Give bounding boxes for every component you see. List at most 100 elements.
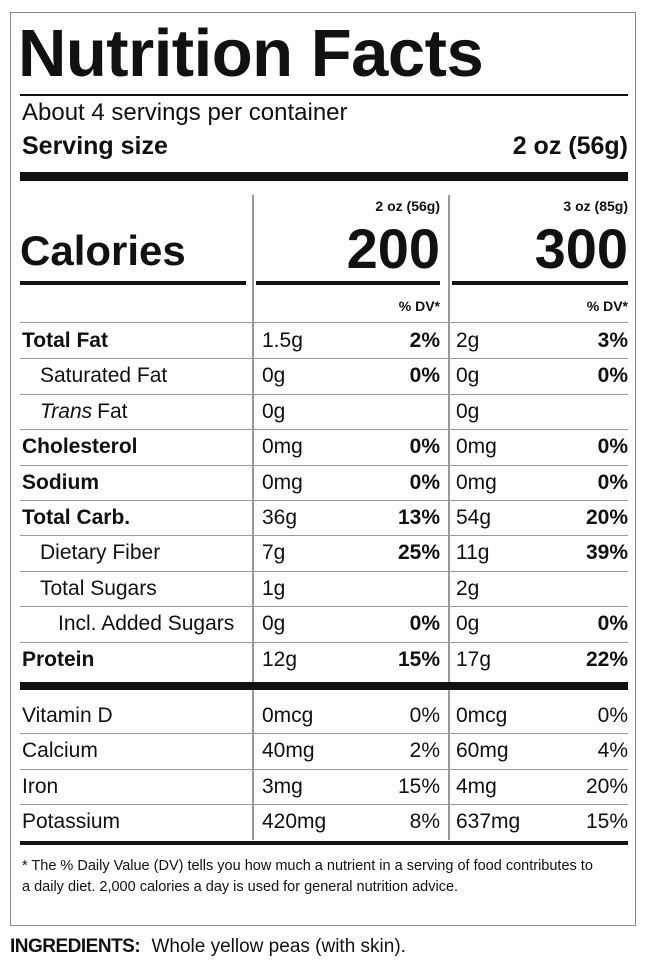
thin-rule [20, 500, 628, 501]
daily-value: 15% [585, 810, 628, 834]
nutrient-name: Total Carb. [22, 500, 130, 535]
amount: 40mg [262, 739, 315, 763]
nutrient-name: Total Sugars [40, 571, 157, 606]
amount: 0mcg [456, 704, 508, 727]
dv-header: % DV* [586, 298, 628, 314]
daily-value: 0% [409, 612, 440, 636]
thin-rule [20, 733, 628, 735]
amount: 0g [262, 399, 286, 423]
serving-size-label: Serving size [22, 132, 168, 160]
thin-rule [20, 768, 628, 770]
ingredients-label: INGREDIENTS: [10, 936, 141, 957]
amount: 11g [456, 541, 490, 565]
nutrient-label: Iron [22, 774, 59, 798]
nutrient-name: Cholesterol [22, 429, 138, 464]
calories-rule [452, 281, 628, 285]
amount: 0g [262, 612, 286, 636]
column-calories: 300 [534, 217, 628, 280]
amount: 0g [456, 364, 480, 388]
column-size: 2 oz (56g) [375, 198, 440, 214]
nutrient-name: Total Fat [22, 323, 108, 358]
nutrient-label: Protein [22, 647, 95, 671]
calories-rule [20, 281, 246, 285]
calories-label: Calories [20, 227, 186, 274]
amount: 54g [456, 506, 492, 529]
daily-value: 0% [597, 704, 628, 727]
dv-header: % DV* [398, 298, 440, 314]
thin-rule [20, 570, 628, 572]
amount: 36g [262, 506, 298, 529]
daily-value: 25% [397, 541, 440, 565]
daily-value: 0% [409, 470, 440, 494]
daily-value: 4% [597, 739, 628, 763]
servings: About 4 servings per container [22, 99, 348, 126]
nutrition-label [10, 12, 636, 926]
amount: 0mg [262, 470, 303, 494]
daily-value: 3% [597, 329, 628, 352]
amount: 12g [262, 647, 298, 671]
nutrient-name: Trans Fat [40, 394, 127, 429]
amount: 0mcg [262, 704, 314, 727]
daily-value: 0% [597, 612, 628, 636]
amount: 420mg [262, 810, 327, 834]
nutrient-label: Total Fat [22, 329, 108, 352]
nutrient-name: Dietary Fiber [40, 535, 160, 570]
nutrient-name: Protein [22, 642, 94, 677]
nutrient-label: Vitamin D [22, 704, 113, 727]
footnote: * The % Daily Value (DV) tells you how m… [22, 858, 593, 895]
amount: 0g [456, 399, 480, 423]
nutrient-name: Incl. Added Sugars [58, 606, 234, 641]
nutrient-label: Total Carb. [22, 506, 131, 529]
thin-rule [20, 393, 628, 395]
column-size: 3 oz (85g) [563, 198, 628, 214]
nutrient-name: Calcium [22, 733, 98, 768]
daily-value: 0% [409, 435, 440, 459]
thin-rule [20, 464, 628, 466]
nutrient-name: Sodium [22, 465, 99, 500]
thin-rule [20, 606, 628, 608]
nutrient-label: Dietary Fiber [40, 541, 161, 565]
ingredients: INGREDIENTS: Whole yellow peas (with ski… [10, 936, 406, 958]
calories-rule [256, 281, 440, 285]
amount: 17g [456, 647, 492, 671]
daily-value: 13% [397, 506, 440, 529]
thin-rule [20, 535, 628, 537]
nutrient-label: Fat [97, 399, 128, 423]
thin-rule [20, 804, 628, 806]
daily-value: 20% [585, 774, 628, 798]
nutrient-label: Incl. Added Sugars [58, 612, 235, 636]
thin-rule [20, 322, 628, 323]
thick-bar [20, 172, 628, 181]
nutrient-name: Saturated Fat [40, 358, 167, 393]
title: Nutrition Facts [18, 16, 484, 91]
amount: 1g [262, 576, 286, 600]
daily-value: 2% [409, 329, 440, 352]
amount: 3mg [262, 774, 303, 798]
column-line [448, 195, 450, 840]
thick-bar [20, 841, 628, 845]
thin-rule [20, 429, 628, 431]
serving-size: 2 oz (56g) [512, 132, 628, 160]
daily-value: 0% [597, 435, 628, 459]
nutrient-label: Cholesterol [22, 435, 138, 459]
amount: 60mg [456, 739, 509, 763]
amount: 0g [262, 364, 286, 388]
amount: 637mg [456, 810, 521, 834]
nutrient-name: Potassium [22, 804, 120, 839]
nutrient-name: Vitamin D [22, 698, 113, 733]
nutrient-label: Sodium [22, 470, 99, 494]
amount: 1.5g [262, 329, 303, 352]
column-calories: 200 [346, 217, 440, 280]
thin-rule [20, 358, 628, 360]
amount: 4mg [456, 774, 497, 798]
daily-value: 8% [409, 810, 440, 834]
daily-value: 0% [597, 364, 628, 388]
daily-value: 22% [585, 647, 628, 671]
daily-value: 0% [409, 704, 440, 727]
ingredients-text: Whole yellow peas (with skin). [151, 936, 406, 957]
amount: 0mg [262, 435, 303, 459]
daily-value: 0% [409, 364, 440, 388]
daily-value: 15% [397, 774, 440, 798]
nutrient-name: Iron [22, 769, 58, 804]
